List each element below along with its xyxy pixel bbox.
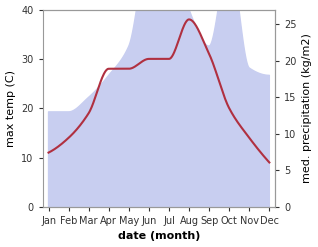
X-axis label: date (month): date (month) <box>118 231 200 242</box>
Y-axis label: max temp (C): max temp (C) <box>5 70 16 147</box>
Y-axis label: med. precipitation (kg/m2): med. precipitation (kg/m2) <box>302 33 313 183</box>
